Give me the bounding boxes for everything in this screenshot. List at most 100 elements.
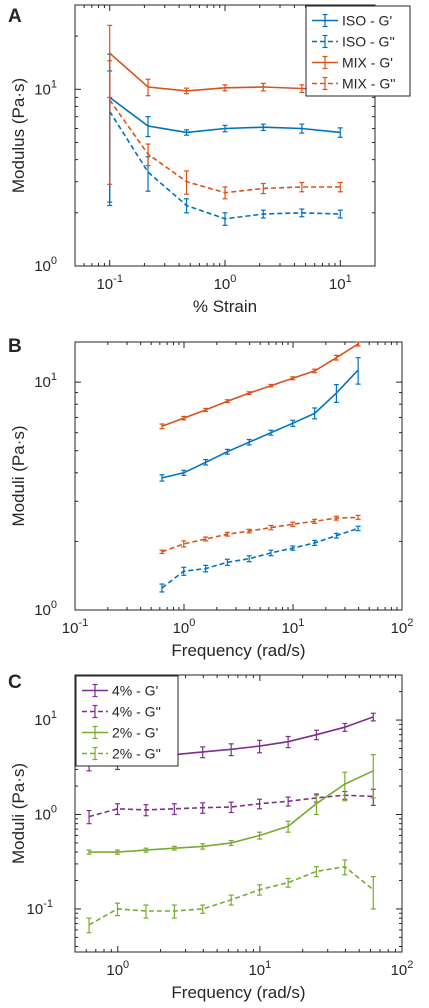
x-tick-label: 102 [391,959,414,979]
error-bar [333,354,339,361]
series-2 [86,788,376,825]
error-bar [200,843,206,850]
error-bar [312,518,318,524]
legend-item: ISO - G'' [312,34,395,50]
error-bar [224,399,230,404]
series-line [109,99,341,194]
axes-frame [74,341,403,611]
legend-item: MIX - G' [312,55,393,71]
x-tick-label: 102 [391,617,414,637]
y-axis-label: Moduli (Pa·s) [9,763,28,864]
error-bar [184,129,190,136]
legend-label: ISO - G'' [342,34,395,50]
error-bar [228,894,234,906]
panel-letter: B [8,336,22,357]
error-bar [184,198,190,214]
error-bar [285,877,291,888]
error-bar [224,448,230,455]
error-bar [290,545,296,551]
error-bar [333,515,339,521]
error-bar [342,722,348,732]
error-bar [143,904,149,919]
error-bar [299,181,305,193]
legend-item: 2% - G'' [82,746,161,762]
x-axis-label: Frequency (rad/s) [171,641,305,660]
y-tick-label: 100 [34,804,57,824]
error-bar [200,746,206,759]
error-bar [86,809,92,825]
error-bar [224,531,230,537]
error-bar [290,376,296,381]
error-bar [203,536,209,542]
error-bar [171,904,177,919]
legend-label: 2% - G'' [112,746,161,762]
y-tick-label: 100 [34,599,57,619]
x-tick-label: 10-1 [62,617,88,637]
error-bar [370,876,376,910]
series-line [161,516,359,553]
series-4 [159,525,361,593]
error-bar [313,794,319,816]
error-bar [246,438,252,446]
error-bar [184,87,190,95]
error-bar [299,84,305,94]
error-bar [181,415,187,421]
error-bar [171,845,177,851]
error-bar [143,847,149,853]
y-tick-label: 101 [34,371,57,391]
error-bar [370,712,376,722]
error-bar [143,804,149,817]
error-bar [257,884,263,896]
error-bar [145,78,151,97]
legend-label: 4% - G' [112,683,158,699]
x-tick-label: 10-1 [96,273,122,293]
legend-label: MIX - G' [342,55,393,71]
axes-frame [74,674,403,953]
error-bar [228,839,234,847]
error-bar [260,82,266,92]
error-bar [222,84,228,92]
error-bar [260,209,266,219]
legend-item: ISO - G' [312,13,392,29]
error-bar [86,917,92,934]
error-bar [114,902,120,917]
error-bar [222,124,228,133]
legend-label: ISO - G' [342,13,392,29]
error-bar [355,525,361,532]
error-bar [290,419,296,427]
legend-label: 4% - G'' [112,704,161,720]
error-bar [159,549,165,555]
error-bar [370,754,376,799]
error-bar [313,729,319,741]
error-bar [181,469,187,476]
series-2 [159,357,361,482]
legend: 4% - G' 4% - G'' 2% - G' 2% - G'' [75,675,179,767]
error-bar [181,540,187,548]
series-line [88,794,374,818]
error-bar [107,60,113,185]
error-bar [159,583,165,593]
error-bar [333,532,339,539]
error-bar [355,357,361,385]
error-bar [114,849,120,855]
x-axis-label: Frequency (rad/s) [171,983,305,1002]
error-bar [257,831,263,840]
error-bar [200,802,206,814]
series-line [161,527,359,589]
chart-panel-c: 100 101 102 10-1 100 101 Frequency (rad/s) Modu… [8,672,413,1002]
error-bar [203,459,209,466]
error-bar [246,555,252,563]
series-4 [107,60,343,200]
error-bar [285,820,291,833]
error-bar [313,866,319,878]
error-bar [337,209,343,219]
error-bar [171,803,177,816]
y-tick-label: 100 [34,255,57,275]
legend-item: 4% - G'' [82,704,161,720]
error-bar [246,528,252,534]
series-3 [159,514,361,555]
legend-item: MIX - G'' [312,76,396,92]
error-bar [312,407,318,420]
